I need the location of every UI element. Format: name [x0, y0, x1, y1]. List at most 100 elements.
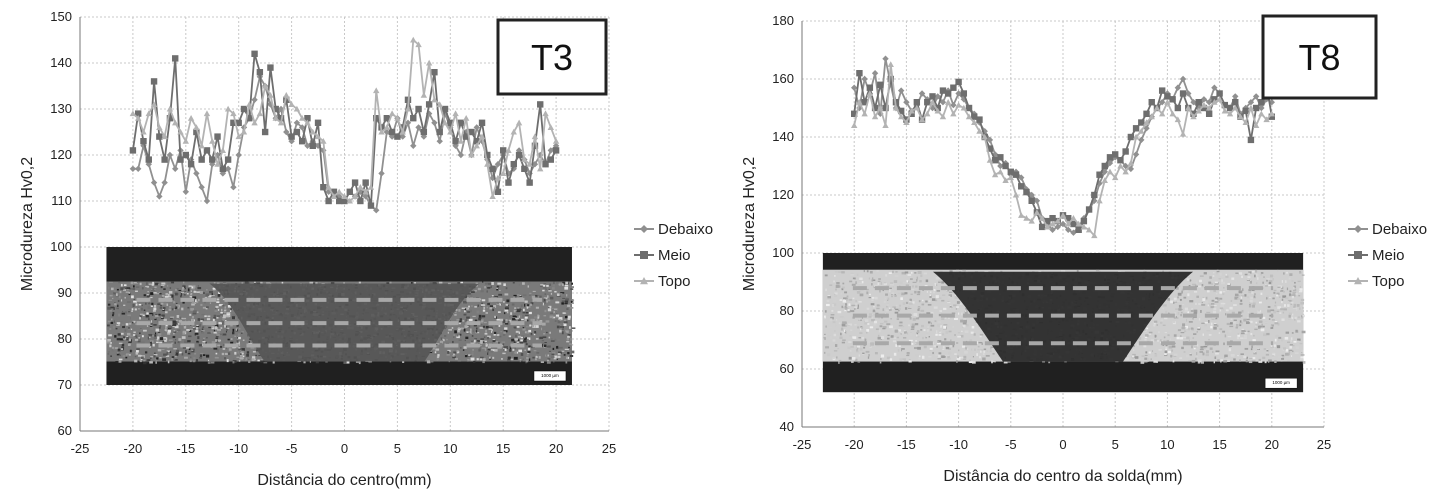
data-point [172, 55, 179, 62]
data-point [436, 128, 443, 136]
data-point [156, 193, 163, 200]
y-tick-label: 80 [58, 331, 72, 346]
data-point [240, 128, 248, 135]
data-point [887, 75, 894, 83]
data-point [1049, 220, 1056, 227]
data-point [1252, 104, 1260, 112]
data-point [203, 110, 211, 117]
data-point [1226, 110, 1234, 117]
data-point [431, 119, 438, 126]
data-point [986, 145, 994, 152]
data-point [489, 165, 496, 172]
data-point [1117, 162, 1124, 169]
data-point [394, 133, 401, 140]
x-tick-label: -10 [229, 441, 248, 456]
data-point [224, 156, 232, 163]
data-point [939, 87, 947, 94]
data-point [410, 115, 417, 122]
data-point [965, 113, 973, 120]
y-tick-label: 160 [772, 71, 794, 86]
data-point [320, 138, 327, 144]
data-point [892, 104, 900, 111]
data-point [929, 99, 936, 105]
data-point [304, 142, 311, 149]
data-point [383, 124, 391, 130]
data-point [1101, 177, 1108, 184]
data-point [1174, 104, 1182, 112]
data-point [235, 133, 242, 140]
data-point [150, 78, 158, 85]
data-point [187, 161, 195, 168]
data-point [224, 165, 232, 172]
x-axis-title: Distância do centro da solda(mm) [943, 468, 1182, 485]
data-point [431, 69, 438, 76]
data-point [1028, 191, 1035, 199]
data-point [203, 197, 211, 205]
data-point [341, 197, 348, 205]
data-point [182, 188, 189, 195]
data-point [1211, 99, 1218, 105]
data-point [929, 104, 936, 112]
data-point [521, 165, 528, 172]
data-point [882, 55, 889, 62]
data-point [441, 105, 449, 113]
data-point [134, 115, 142, 121]
data-point [1185, 90, 1192, 97]
data-point [1007, 174, 1014, 181]
series-topo [129, 36, 560, 204]
data-point [913, 104, 921, 111]
data-point [542, 110, 549, 117]
data-point [198, 184, 205, 191]
legend-label: Topo [1372, 273, 1405, 290]
x-tick-label: 25 [1317, 437, 1331, 452]
data-point [298, 115, 306, 121]
series-topo [851, 61, 1275, 239]
data-point [394, 115, 401, 121]
data-point [871, 70, 879, 77]
data-point [1242, 107, 1249, 115]
data-point [1080, 217, 1088, 225]
data-point [1164, 99, 1171, 105]
data-point [934, 107, 941, 114]
data-point [1258, 99, 1265, 106]
data-point [547, 147, 555, 154]
data-point [256, 69, 264, 76]
data-point [1101, 162, 1108, 170]
data-point [1002, 162, 1009, 170]
data-point [489, 193, 496, 199]
data-point [203, 147, 211, 154]
data-point [1169, 96, 1176, 103]
data-point [330, 193, 338, 199]
data-point [526, 161, 533, 167]
x-tick-label: -20 [124, 441, 143, 456]
data-point [309, 128, 316, 135]
micrograph-inset: 1000 µm [822, 253, 1306, 393]
data-point [399, 128, 406, 135]
data-point [351, 193, 359, 199]
data-point [410, 142, 417, 149]
data-point [531, 133, 539, 140]
x-tick-label: 15 [1212, 437, 1226, 452]
data-point [500, 170, 507, 176]
data-point [976, 116, 983, 123]
data-point [1258, 110, 1265, 117]
data-point [929, 93, 936, 100]
data-point [950, 110, 957, 117]
data-point [1226, 104, 1234, 112]
data-point [473, 138, 480, 145]
data-point [473, 124, 480, 131]
legend-label: Meio [1372, 247, 1405, 264]
data-point [314, 133, 322, 140]
data-point [918, 90, 926, 97]
data-point [1085, 206, 1093, 213]
data-point [251, 50, 258, 57]
data-point [1247, 104, 1255, 111]
data-point [404, 105, 412, 112]
data-point [1002, 177, 1009, 184]
data-point [939, 99, 947, 106]
data-point [1195, 107, 1202, 114]
x-tick-label: -15 [897, 437, 916, 452]
data-point [1070, 220, 1077, 228]
data-point [484, 151, 491, 159]
legend-label: Debaixo [1372, 221, 1427, 238]
